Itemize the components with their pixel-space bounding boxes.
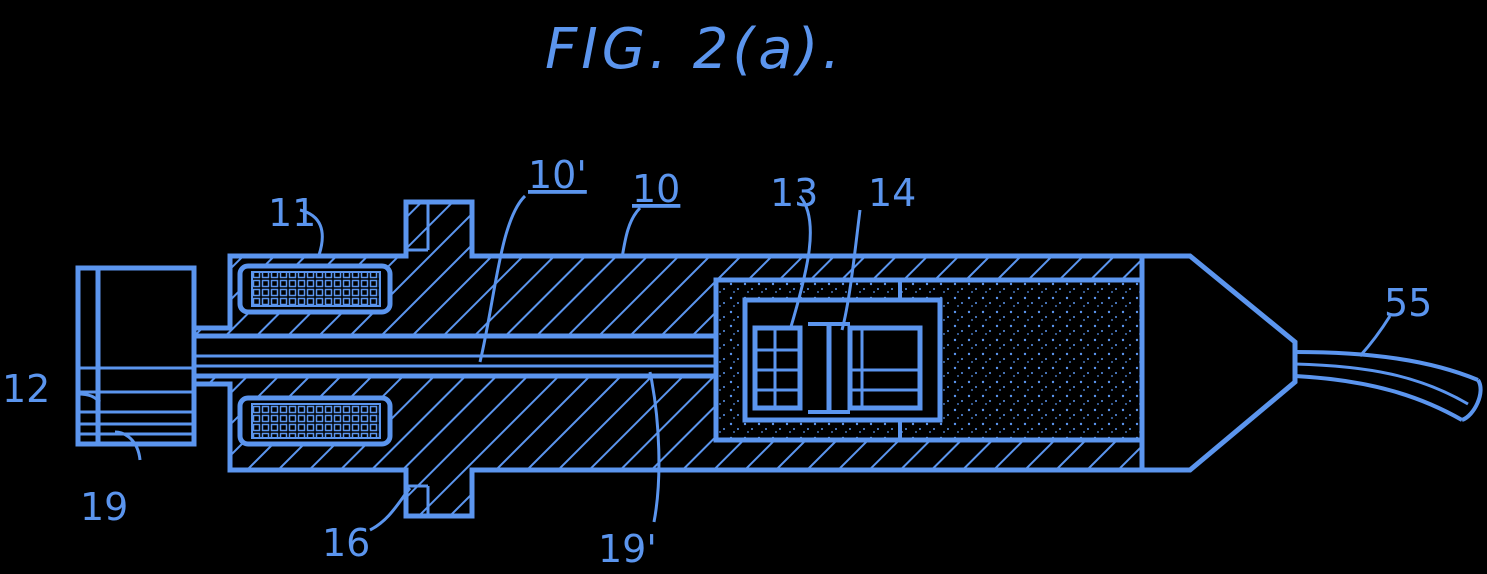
- label-19-prime: 19': [598, 527, 657, 571]
- label-12: 12: [2, 367, 50, 411]
- gap-element: [745, 280, 940, 440]
- label-14: 14: [868, 171, 916, 215]
- shaft: [194, 336, 754, 376]
- cable: [1295, 352, 1481, 420]
- label-16: 16: [322, 521, 370, 565]
- label-55: 55: [1384, 281, 1432, 325]
- label-10: 10: [632, 167, 680, 211]
- label-19: 19: [80, 485, 128, 529]
- end-cap: [78, 268, 194, 444]
- label-10-prime: 10': [528, 153, 587, 197]
- label-11: 11: [268, 191, 316, 235]
- figure-title: FIG. 2(a).: [545, 17, 844, 82]
- label-13: 13: [770, 171, 818, 215]
- tapered-nozzle: [1142, 256, 1295, 470]
- device-drawing: [78, 196, 1481, 530]
